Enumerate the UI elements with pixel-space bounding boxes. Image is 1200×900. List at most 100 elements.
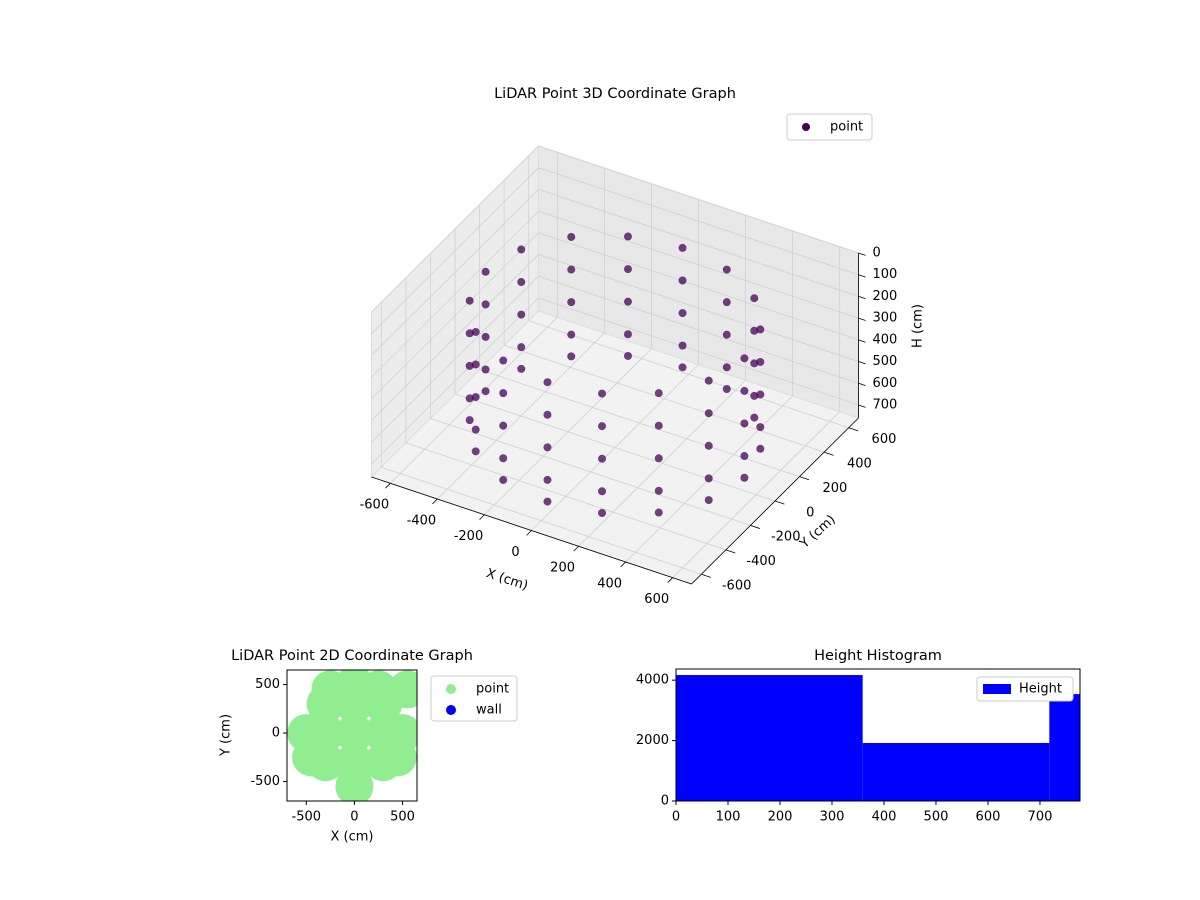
- point: [654, 508, 663, 517]
- axes-frame: [286, 669, 418, 802]
- grid-line: [538, 232, 859, 341]
- tick-mark: [858, 317, 866, 321]
- point: [517, 364, 526, 373]
- point: [311, 670, 350, 709]
- point: [465, 394, 474, 403]
- grid-line: [371, 232, 539, 400]
- tick-mark: [479, 514, 485, 520]
- grid-line: [430, 418, 751, 526]
- point: [481, 267, 490, 276]
- grid-line: [371, 275, 539, 443]
- point: [517, 343, 526, 352]
- z-tick-label: 100: [873, 267, 898, 282]
- point: [623, 330, 632, 339]
- point: [465, 296, 474, 305]
- tick-mark: [858, 382, 866, 387]
- grid-line: [371, 189, 539, 356]
- x-axis-label: X (cm): [484, 566, 530, 594]
- point: [623, 265, 632, 274]
- z-tick-label: 500: [873, 354, 898, 369]
- chart-title: LiDAR Point 2D Coordinate Graph: [231, 648, 473, 664]
- point: [740, 386, 749, 395]
- point: [678, 341, 687, 350]
- point: [678, 363, 687, 372]
- point: [750, 359, 759, 368]
- z-tick-label: 400: [873, 332, 898, 347]
- point: [598, 487, 607, 496]
- x-tick-label: 600: [976, 810, 1001, 825]
- point: [654, 389, 663, 398]
- point: [722, 330, 731, 339]
- point: [471, 425, 480, 434]
- point: [567, 352, 576, 361]
- point: [722, 265, 731, 274]
- y-tick-label: 0: [806, 505, 814, 520]
- x-tick-label: 200: [550, 561, 575, 576]
- point: [543, 475, 552, 484]
- legend-label: Height: [1019, 682, 1062, 697]
- point: [704, 496, 713, 505]
- point: [756, 390, 765, 399]
- tick-mark: [823, 451, 834, 456]
- x-axis-label: X (cm): [331, 830, 374, 845]
- point: [704, 474, 713, 483]
- point: [499, 421, 508, 430]
- point: [292, 738, 331, 777]
- point: [517, 245, 526, 254]
- tick-mark: [667, 577, 673, 583]
- x-tick-label: 500: [924, 810, 949, 825]
- point: [756, 444, 765, 453]
- point: [481, 332, 490, 341]
- point: [471, 327, 480, 336]
- axis-line: [691, 417, 859, 585]
- point: [567, 298, 576, 307]
- y-tick-label: 600: [872, 432, 897, 447]
- y-tick-label: 200: [822, 481, 847, 496]
- point: [654, 486, 663, 495]
- x-tick-label: -400: [407, 513, 437, 528]
- point: [654, 421, 663, 430]
- y-tick-label: -600: [722, 579, 752, 594]
- tick-mark: [858, 296, 866, 300]
- chart-title: Height Histogram: [814, 648, 942, 664]
- y-tick-label: 400: [847, 456, 872, 471]
- point: [704, 409, 713, 418]
- point: [756, 357, 765, 366]
- tick-mark: [750, 525, 760, 529]
- grid-line: [538, 210, 859, 319]
- x-tick-label: -600: [360, 498, 390, 513]
- x-tick-label: 0: [511, 545, 519, 560]
- point: [678, 309, 687, 318]
- bar: [862, 743, 1050, 801]
- point: [704, 441, 713, 450]
- grid-line: [371, 145, 539, 313]
- legend-box: [786, 113, 873, 141]
- point: [481, 365, 490, 374]
- z-tick-label: 200: [873, 289, 898, 304]
- point: [750, 326, 759, 335]
- point: [359, 670, 398, 709]
- point: [335, 714, 374, 753]
- tick-mark: [432, 498, 438, 505]
- point: [598, 389, 607, 398]
- grid-line: [538, 297, 859, 406]
- y-tick-label: 500: [255, 677, 280, 692]
- x-tick-label: 0: [350, 810, 358, 825]
- point: [543, 378, 552, 387]
- point: [378, 738, 417, 777]
- y-tick-label: 4000: [636, 673, 669, 688]
- x-tick-label: 300: [820, 810, 845, 825]
- x-tick-label: 400: [597, 576, 622, 591]
- grid-line: [538, 167, 859, 276]
- bar: [676, 675, 863, 801]
- point: [722, 298, 731, 307]
- point: [704, 376, 713, 385]
- y-tick-label: 0: [272, 726, 280, 741]
- tick-mark: [385, 483, 391, 489]
- legend-marker: [983, 684, 1011, 694]
- grid-line: [371, 210, 539, 378]
- point: [756, 423, 765, 432]
- x-tick-label: 500: [390, 810, 415, 825]
- y-tick-label: -500: [250, 774, 280, 789]
